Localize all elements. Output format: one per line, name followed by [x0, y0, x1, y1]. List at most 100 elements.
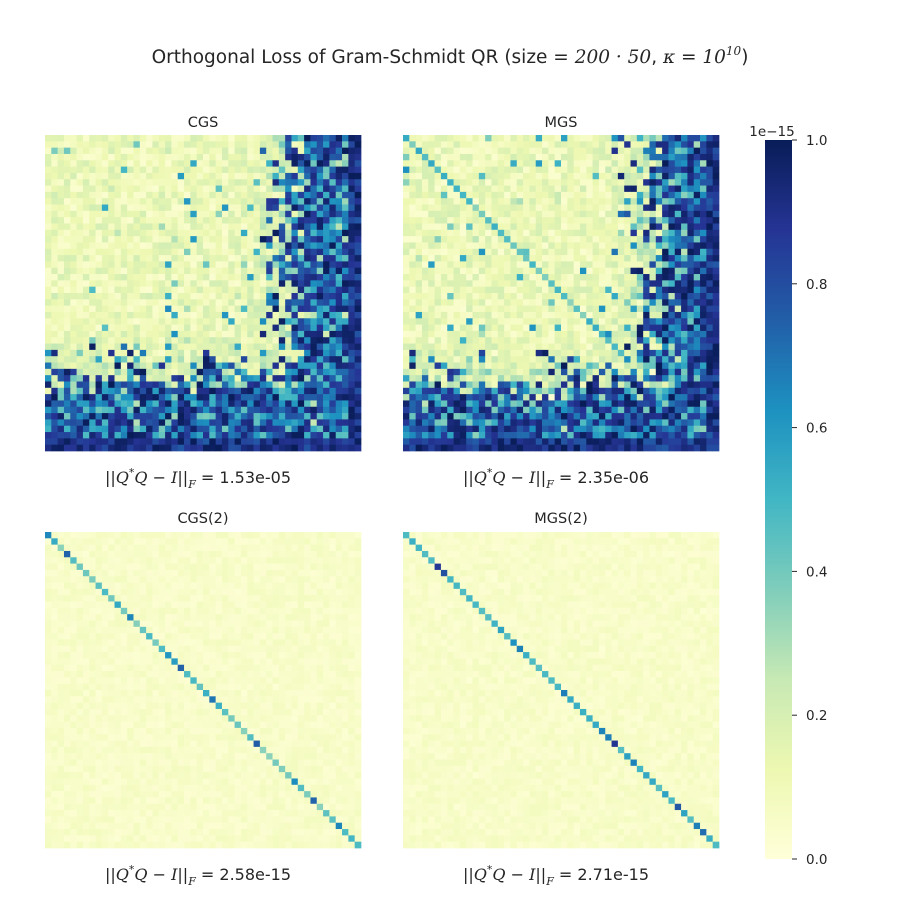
heatmap-cell [504, 438, 511, 446]
heatmap-cell [342, 432, 349, 439]
heatmap-cell [240, 356, 248, 363]
heatmap-cell [165, 425, 172, 433]
heatmap-cell [240, 274, 248, 281]
heatmap-cell [655, 337, 663, 344]
heatmap-cell [409, 299, 416, 306]
heatmap-cell [95, 280, 103, 288]
heatmap-cell [304, 160, 311, 167]
heatmap-cell [215, 223, 223, 231]
heatmap-cell [535, 438, 543, 446]
heatmap-cell [523, 160, 530, 167]
heatmap-cell [440, 191, 448, 199]
heatmap-cell [196, 394, 204, 401]
heatmap-cell [586, 267, 593, 275]
heatmap-cell [316, 217, 324, 224]
heatmap-cell [573, 153, 581, 161]
heatmap-cell [190, 166, 198, 174]
heatmap-cell [598, 280, 606, 288]
heatmap-cell [89, 349, 96, 357]
heatmap-cell [316, 324, 324, 332]
heatmap-cell [196, 375, 204, 382]
heatmap-cell [158, 318, 166, 325]
heatmap-cell [57, 375, 65, 382]
heatmap-cell [440, 135, 448, 142]
heatmap-cell [329, 147, 337, 155]
heatmap-cell [139, 141, 147, 148]
heatmap-cell [440, 425, 448, 433]
heatmap-cell [101, 362, 109, 370]
heatmap-cell [215, 166, 223, 174]
heatmap-cell [700, 375, 707, 382]
heatmap-cell [272, 141, 280, 148]
heatmap-cell [285, 286, 292, 294]
heatmap-cell [70, 343, 77, 351]
heatmap-cell [535, 362, 543, 370]
heatmap-cell [668, 305, 676, 313]
heatmap-cell [605, 280, 612, 288]
heatmap-cell [57, 305, 65, 313]
heatmap-cell [681, 400, 688, 408]
heatmap-cell [221, 160, 229, 167]
heatmap-cell [114, 280, 122, 288]
heatmap-cell [523, 356, 530, 363]
heatmap-cell [611, 406, 619, 414]
heatmap-cell [561, 223, 568, 231]
heatmap-cell [681, 286, 688, 294]
heatmap-cell [567, 185, 574, 193]
heatmap-cell [434, 217, 442, 224]
heatmap-cell [630, 305, 638, 313]
heatmap-cell [342, 419, 349, 427]
heatmap-cell [668, 375, 676, 382]
heatmap-cell [348, 394, 356, 401]
heatmap-cell [466, 394, 473, 401]
heatmap-cell [630, 387, 638, 395]
heatmap-cell [272, 356, 280, 363]
heatmap-cell [304, 135, 311, 142]
heatmap-cell [529, 349, 537, 357]
heatmap-cell [51, 248, 58, 256]
heatmap-cell [247, 210, 254, 218]
heatmap-cell [45, 274, 52, 281]
heatmap-cell [554, 274, 562, 281]
heatmap-cell [354, 362, 362, 370]
heatmap-cell [643, 160, 650, 167]
heatmap-cell [95, 242, 103, 250]
heatmap-cell [291, 311, 299, 319]
heatmap-cell [316, 286, 324, 294]
heatmap-cell [139, 337, 147, 344]
heatmap-cell [579, 198, 587, 205]
heatmap-cell [82, 299, 90, 306]
heatmap-cell [598, 185, 606, 193]
heatmap-cell [630, 141, 638, 148]
heatmap-cell [516, 248, 524, 256]
heatmap-cell [247, 330, 254, 338]
heatmap-cell [403, 305, 410, 313]
heatmap-cell [184, 425, 191, 433]
heatmap-cell [152, 311, 160, 319]
heatmap-cell [316, 444, 324, 452]
heatmap-cell [681, 356, 688, 363]
heatmap-cell [354, 280, 362, 288]
heatmap-cell [139, 229, 147, 237]
heatmap-cell [240, 375, 248, 382]
heatmap-cell [259, 394, 267, 401]
heatmap-cell [247, 368, 254, 376]
heatmap-cell [133, 135, 141, 142]
heatmap-cell [485, 286, 492, 294]
heatmap-cell [655, 141, 663, 148]
heatmap-cell [316, 153, 324, 161]
heatmap-cell [440, 141, 448, 148]
heatmap-cell [70, 362, 77, 370]
heatmap-cell [447, 236, 454, 243]
heatmap-cell [133, 204, 141, 212]
heatmap-cell [108, 229, 115, 237]
heatmap-cell [291, 387, 299, 395]
heatmap-cell [472, 425, 480, 433]
heatmap-cell [146, 356, 153, 363]
heatmap-cell [485, 267, 492, 275]
heatmap-cell [221, 305, 229, 313]
heatmap-cell [70, 330, 77, 338]
heatmap-cell [323, 337, 330, 344]
heatmap-cell [184, 172, 191, 180]
heatmap-cell [171, 267, 179, 275]
